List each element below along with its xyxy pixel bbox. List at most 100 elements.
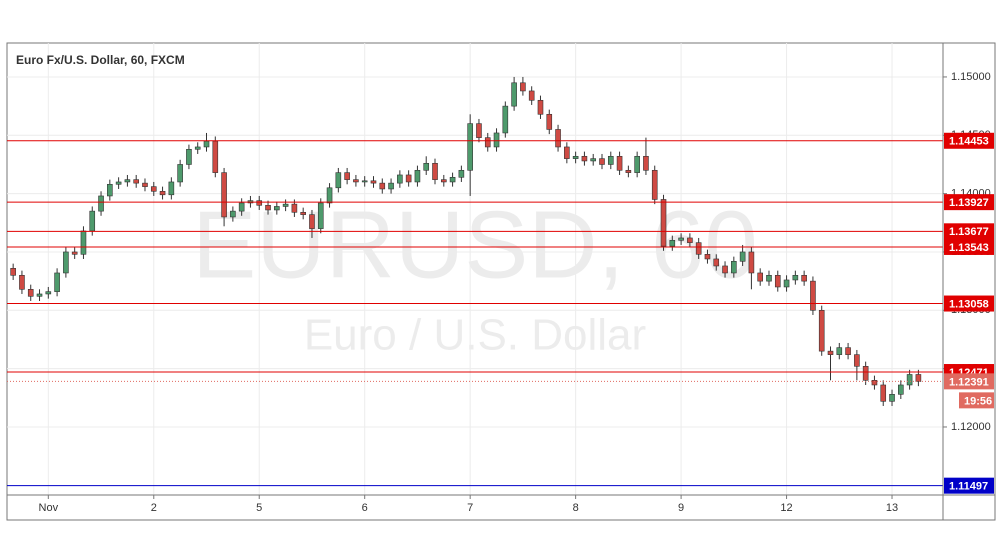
candle-body — [906, 374, 913, 386]
last-price-label: 1.12391 — [949, 376, 989, 388]
candle-body — [370, 180, 377, 184]
candle-body — [555, 129, 561, 148]
candle-body — [221, 172, 227, 218]
candle-body — [889, 394, 895, 402]
candle-body — [625, 169, 632, 173]
candle-body — [432, 162, 438, 180]
x-tick-label: 6 — [362, 502, 368, 514]
candle-body — [124, 179, 131, 183]
candle-body — [142, 182, 148, 187]
candle-body — [722, 265, 728, 274]
candle-body — [898, 384, 904, 395]
candle-body — [643, 155, 649, 171]
candle-body — [818, 310, 825, 352]
candle-body — [871, 380, 878, 386]
countdown-label: 19:56 — [964, 395, 992, 407]
watermark-subtitle: Euro / U.S. Dollar — [304, 311, 646, 360]
candle-body — [616, 155, 623, 171]
chart-title: Euro Fx/U.S. Dollar, 60, FXCM — [16, 53, 185, 67]
candle-body — [458, 169, 465, 178]
x-tick-label: 8 — [573, 502, 579, 514]
level-label-box — [944, 295, 994, 312]
x-tick-label: 2 — [151, 502, 157, 514]
candle-body — [757, 272, 763, 282]
candle-body — [695, 242, 702, 255]
x-tick-label: 13 — [886, 502, 898, 514]
candle-body — [300, 211, 306, 215]
candle-body — [467, 123, 473, 171]
x-tick-label: Nov — [39, 502, 59, 514]
candle-body — [739, 251, 746, 262]
candle-body — [766, 275, 772, 282]
candle-body — [397, 174, 403, 184]
candle-body — [845, 347, 851, 355]
candle-body — [194, 146, 201, 150]
candle-body — [493, 132, 500, 148]
candle-body — [713, 258, 720, 267]
candle-body — [520, 82, 526, 92]
x-tick-label: 9 — [678, 502, 684, 514]
candle-body — [388, 182, 394, 190]
level-label: 1.13543 — [949, 242, 989, 254]
candle-body — [150, 186, 157, 192]
y-tick-label: 1.15000 — [951, 71, 991, 83]
candle-body — [317, 202, 324, 229]
level-label-box — [944, 194, 994, 211]
candle-body — [774, 275, 781, 288]
candle-body — [669, 239, 676, 247]
candle-body — [783, 279, 790, 288]
candle-body — [203, 140, 210, 148]
candle-body — [537, 99, 544, 115]
marks — [7, 76, 943, 487]
candle-body — [704, 253, 711, 260]
candle-body — [230, 210, 236, 218]
candle-body — [590, 158, 597, 162]
candle-body — [572, 155, 579, 159]
candle-body — [27, 289, 34, 297]
x-tick-label: 12 — [780, 502, 792, 514]
candle-body — [19, 275, 25, 290]
candle-body — [581, 155, 588, 162]
candle-body — [256, 200, 263, 206]
candle-body — [484, 137, 491, 148]
candle-body — [45, 291, 52, 295]
candle-body — [379, 182, 386, 190]
level-label-box — [944, 223, 994, 240]
candle-body — [282, 203, 289, 207]
chart-frame — [6, 42, 996, 521]
candle-body — [309, 214, 315, 229]
candle-body — [10, 267, 16, 276]
candle-body — [880, 384, 887, 402]
candle-body — [528, 90, 535, 101]
candle-body — [98, 195, 104, 212]
candle-body — [405, 174, 412, 183]
x-tick-label: 7 — [467, 502, 473, 514]
candle-body — [353, 179, 359, 183]
candle-body — [449, 176, 456, 183]
candle-body — [792, 275, 799, 281]
candle-body — [476, 123, 482, 138]
candle-body — [326, 187, 333, 204]
candle-body — [107, 183, 113, 197]
candle-body — [274, 206, 280, 211]
candle-body — [115, 181, 122, 185]
level-label: 1.13677 — [949, 226, 989, 238]
candle-body — [36, 293, 43, 297]
candle-body — [186, 148, 192, 165]
candle-body — [546, 113, 553, 130]
x-tick-label: 5 — [256, 502, 262, 514]
candle-body — [731, 260, 737, 274]
candle-body — [660, 199, 667, 247]
candle-body — [238, 202, 245, 212]
candle-body — [748, 251, 755, 274]
candle-body — [414, 169, 421, 183]
level-label: 1.11497 — [949, 481, 988, 493]
candle-body — [564, 146, 570, 159]
countdown-box — [959, 392, 994, 409]
candle-body — [344, 172, 350, 180]
candle-body — [599, 158, 605, 165]
candle-body — [361, 180, 368, 183]
candle-body — [607, 155, 614, 165]
